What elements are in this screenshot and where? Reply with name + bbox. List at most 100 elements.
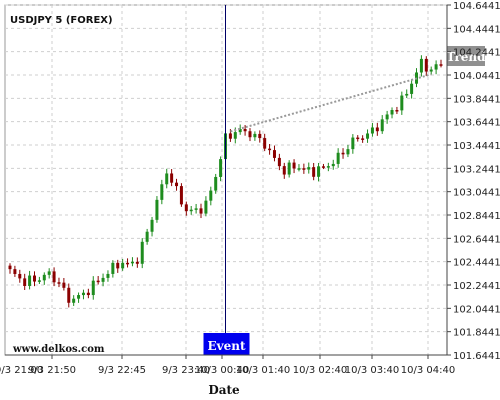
- candle: [86, 288, 90, 299]
- candle-body: [140, 241, 144, 264]
- candle: [32, 271, 36, 287]
- candle: [52, 267, 56, 287]
- candle-body: [189, 209, 193, 212]
- candle: [341, 148, 345, 159]
- x-tick-label: 10/3 02:40: [293, 365, 347, 376]
- candle-body: [366, 133, 370, 139]
- candle: [184, 201, 188, 216]
- candle-body: [126, 262, 130, 265]
- trend-label-box: [447, 46, 485, 66]
- candle-body: [385, 114, 389, 120]
- y-tick-label: 103.8441: [453, 94, 500, 105]
- candle: [400, 91, 404, 115]
- candle: [155, 196, 159, 223]
- candle-body: [400, 95, 404, 111]
- candle-body: [18, 273, 22, 279]
- candle-body: [130, 261, 134, 264]
- candle: [214, 173, 218, 194]
- candle: [277, 153, 281, 171]
- candle-body: [145, 231, 149, 242]
- candle-body: [272, 150, 276, 158]
- candle-body: [37, 280, 41, 282]
- candle-body: [297, 168, 301, 170]
- candle-body: [116, 262, 120, 269]
- x-tick-label: 9/3 23:40: [162, 365, 210, 376]
- candle-body: [292, 162, 296, 169]
- candles: [8, 55, 443, 308]
- candle-body: [238, 129, 242, 133]
- candle: [130, 257, 134, 267]
- candle-body: [326, 166, 330, 168]
- candle-body: [302, 168, 306, 170]
- candle: [346, 144, 350, 158]
- candle: [419, 55, 423, 77]
- candle-body: [312, 167, 316, 177]
- candle: [307, 162, 311, 174]
- candle-body: [341, 152, 345, 155]
- candle-body: [155, 199, 159, 220]
- candle-body: [209, 190, 213, 201]
- trend-line: [230, 73, 432, 133]
- candle: [179, 183, 183, 207]
- x-tick-label: 10/3 04:40: [401, 365, 455, 376]
- candle: [375, 122, 379, 136]
- x-tick-label: 9/3 22:45: [98, 365, 146, 376]
- candle: [194, 203, 198, 214]
- y-tick-label: 103.6441: [453, 118, 500, 129]
- y-tick-label: 102.8441: [453, 211, 500, 222]
- y-tick-label: 104.2441: [453, 48, 500, 59]
- candle-body: [160, 184, 164, 200]
- candle: [42, 272, 46, 285]
- y-tick-label: 104.6441: [453, 1, 500, 12]
- candle: [47, 268, 51, 279]
- candle-body: [194, 208, 198, 210]
- candle-body: [356, 137, 360, 140]
- candle-body: [268, 148, 272, 151]
- y-tick-label: 103.2441: [453, 164, 500, 175]
- candle-body: [106, 273, 110, 278]
- candle-body: [282, 166, 286, 175]
- candle-body: [258, 133, 262, 139]
- candle: [106, 270, 110, 282]
- event-label-box: [203, 333, 250, 355]
- candle: [111, 260, 115, 278]
- candle: [258, 130, 262, 143]
- candle-body: [380, 119, 384, 132]
- candle: [439, 59, 443, 68]
- candle-body: [410, 83, 414, 94]
- candle-body: [52, 271, 56, 283]
- candle-body: [72, 298, 76, 303]
- x-tick-label: 10/3 03:40: [345, 365, 399, 376]
- candle-body: [317, 166, 321, 177]
- x-axis-label: Date: [208, 383, 240, 397]
- candle: [424, 56, 428, 76]
- candle: [62, 278, 66, 291]
- candle: [72, 295, 76, 306]
- candle-body: [248, 131, 252, 138]
- candle-body: [47, 271, 51, 275]
- candle-body: [263, 138, 267, 149]
- candle: [336, 148, 340, 168]
- candle-body: [361, 138, 365, 140]
- candle: [18, 269, 22, 283]
- candle-body: [429, 69, 433, 72]
- candle-body: [96, 280, 100, 283]
- candle: [116, 259, 120, 273]
- candle: [287, 160, 291, 178]
- candle: [370, 122, 374, 137]
- annotations: Event Trend: [203, 5, 486, 355]
- y-tick-label: 102.2441: [453, 281, 500, 292]
- watermark: www.delkos.com: [12, 344, 105, 355]
- candle-body: [91, 280, 95, 296]
- candle: [312, 162, 316, 181]
- candle: [160, 179, 164, 205]
- y-axis: 104.6441 104.4441 104.2441 104.0441 103.8441…: [446, 1, 500, 362]
- candle: [272, 145, 276, 162]
- candle-body: [8, 265, 12, 270]
- candle: [145, 228, 149, 245]
- candle: [297, 164, 301, 172]
- candle: [331, 159, 335, 170]
- candle-body: [419, 58, 423, 73]
- candle-body: [77, 295, 81, 299]
